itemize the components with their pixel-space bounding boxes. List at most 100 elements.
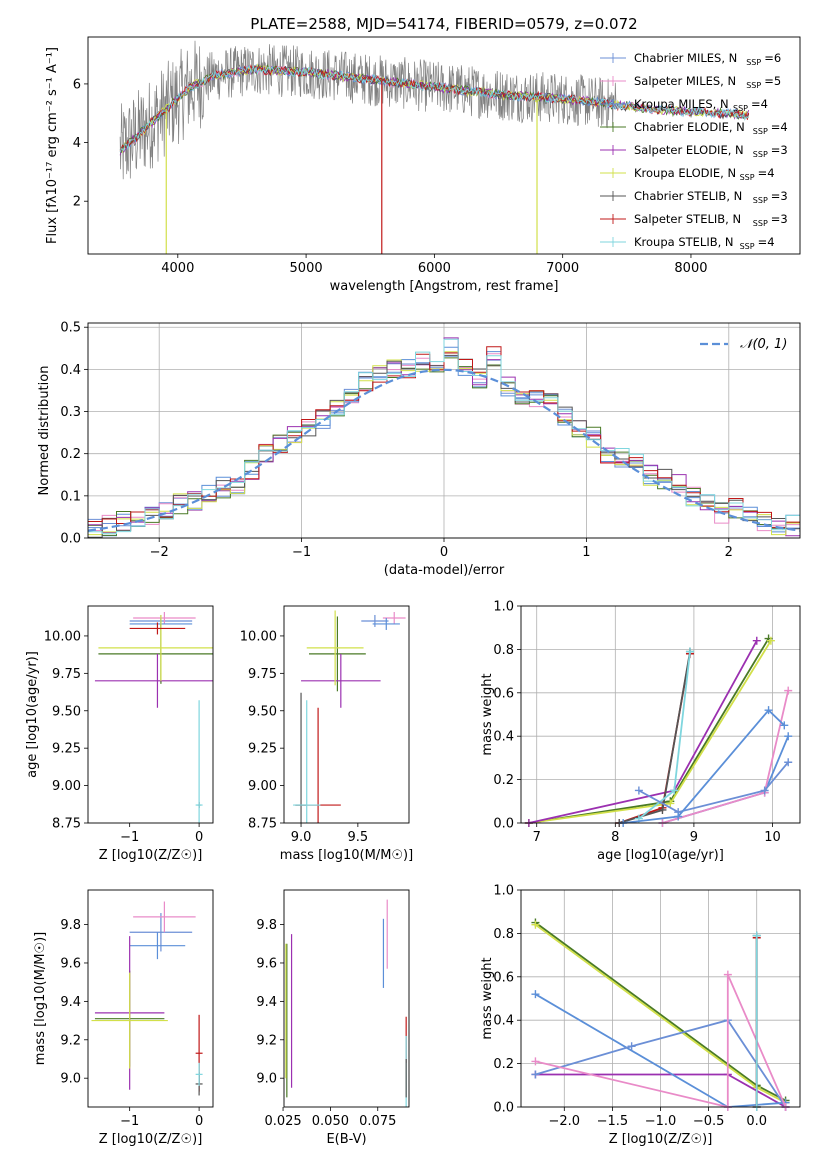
weight-marker <box>658 805 667 814</box>
y-tick-label: 9.0 <box>256 1072 277 1087</box>
x-tick-label: −2.0 <box>549 1114 581 1129</box>
weight-marker <box>764 706 773 715</box>
y-tick-label: 8.75 <box>248 817 277 832</box>
axes-frame <box>283 605 410 824</box>
normal-reference-curve <box>88 368 800 532</box>
x-tick-label: 6000 <box>418 261 451 276</box>
y-axis-label: mass [log10(M/M☉)] <box>33 932 48 1065</box>
y-tick-label: 8.75 <box>52 817 81 832</box>
y-tick-label: 0.2 <box>493 773 514 788</box>
x-axis-label: (data-model)/error <box>384 563 505 578</box>
x-tick-label: 7000 <box>546 261 579 276</box>
x-tick-label: −1 <box>292 545 311 560</box>
spectrum-panel: 4000 5000 6000 7000 8000 2 4 6 wavelength [Angst… <box>45 36 801 294</box>
axes-frame <box>283 889 410 1108</box>
axes-frame <box>520 889 801 1108</box>
y-tick-label: 0.4 <box>60 363 81 378</box>
y-tick-label: 9.00 <box>52 779 81 794</box>
z-vs-age-panel: −1 0 8.75 9.00 9.25 9.50 9.75 10.00 Z [log10(Z/Z… <box>25 605 214 863</box>
weight-marker <box>531 1057 540 1066</box>
y-tick-label: 9.6 <box>256 956 277 971</box>
y-tick-label: 9.6 <box>60 956 81 971</box>
y-tick-label: 0.4 <box>493 1014 514 1029</box>
y-tick-label: 0.3 <box>60 405 81 420</box>
x-tick-label: 0 <box>195 1114 203 1129</box>
weight-marker <box>784 732 793 741</box>
x-tick-label: −1.0 <box>645 1114 677 1129</box>
x-tick-label: −2 <box>150 545 169 560</box>
x-tick-label: 7 <box>533 830 541 845</box>
weight-marker <box>723 970 732 979</box>
legend-label: Kroupa MILES, N <box>634 97 729 111</box>
x-tick-label: 0.050 <box>312 1114 349 1129</box>
x-tick-label: 9 <box>690 830 698 845</box>
legend-subscript: SSP <box>746 58 761 67</box>
y-tick-label: 2 <box>73 195 81 210</box>
weight-marker <box>531 920 540 929</box>
y-axis-label: mass weight <box>480 957 495 1039</box>
y-tick-label: 9.2 <box>256 1033 277 1048</box>
axes-frame <box>87 322 801 539</box>
legend-label: Kroupa ELODIE, N <box>634 166 736 180</box>
x-tick-label: 9.0 <box>291 830 312 845</box>
observed-spectrum <box>119 40 617 180</box>
weight-marker <box>784 758 793 767</box>
weight-marker <box>766 636 775 645</box>
error-bars <box>94 611 213 823</box>
y-tick-label: 10.00 <box>44 629 81 644</box>
legend-subscript: SSP <box>733 104 748 113</box>
x-tick-label: 0.025 <box>264 1114 301 1129</box>
legend-label: 𝒩(0, 1) <box>740 337 787 352</box>
legend-subscript: SSP <box>746 81 761 90</box>
y-tick-label: 9.50 <box>248 704 277 719</box>
weight-marker <box>634 786 643 795</box>
weight-marker <box>674 812 683 821</box>
y-tick-label: 1.0 <box>493 884 514 899</box>
y-tick-label: 9.25 <box>52 742 81 757</box>
y-axis-label: Flux [fλ10⁻¹⁷ erg cm⁻² s⁻¹ A⁻¹] <box>45 47 60 244</box>
legend-label: Chabrier MILES, N <box>634 51 737 65</box>
legend-label: Chabrier ELODIE, N <box>634 120 745 134</box>
error-bars <box>285 899 407 1107</box>
x-tick-label: 8 <box>611 830 619 845</box>
weight-marker <box>752 931 761 940</box>
figure-title: PLATE=2588, MJD=54174, FIBERID=0579, z=0… <box>250 15 637 33</box>
y-tick-label: 0.2 <box>493 1057 514 1072</box>
y-axis-label: Normed distribution <box>37 366 52 496</box>
y-tick-label: 0.1 <box>60 489 81 504</box>
y-tick-label: 1.0 <box>493 600 514 615</box>
mass-vs-age-panel: 9.0 9.5 8.75 9.00 9.25 9.50 9.75 10.00 mass [log… <box>240 605 413 863</box>
histograms <box>88 337 800 538</box>
legend-label: Salpeter MILES, N <box>634 74 736 88</box>
x-tick-label: 8000 <box>674 261 707 276</box>
y-tick-label: 0.5 <box>60 321 81 336</box>
residuals-panel: −2 −1 0 1 2 0.0 0.1 0.2 0.3 0.4 0.5 (data-model)/er… <box>37 321 801 578</box>
legend-subscript: SSP <box>740 173 755 182</box>
y-tick-label: 0.0 <box>60 532 81 547</box>
error-bars <box>293 610 406 823</box>
x-axis-label: Z [log10(Z/Z☉)] <box>99 848 203 863</box>
z-vs-mass-panel: −1 0 9.0 9.2 9.4 9.6 9.8 Z [log10(Z/Z☉)] mass [l… <box>33 889 214 1147</box>
ebv-vs-mass-panel: 0.025 0.050 0.075 9.0 9.2 9.4 9.6 9.8 E(B-V) <box>256 889 410 1147</box>
weight-marker <box>670 786 679 795</box>
y-tick-label: 9.75 <box>248 667 277 682</box>
x-tick-label: 4000 <box>161 261 194 276</box>
legend-count: =4 <box>771 120 788 134</box>
legend-label: Kroupa STELIB, N <box>634 235 734 249</box>
weight-marker <box>784 686 793 695</box>
x-tick-label: 0 <box>195 830 203 845</box>
x-tick-label: 10 <box>764 830 781 845</box>
y-axis-label: mass weight <box>480 673 495 755</box>
x-tick-label: −1 <box>120 1114 139 1129</box>
x-tick-label: 0 <box>440 545 448 560</box>
y-tick-label: 0.2 <box>60 447 81 462</box>
y-tick-label: 9.25 <box>248 742 277 757</box>
x-tick-label: 5000 <box>290 261 323 276</box>
weight-marker <box>531 1070 540 1079</box>
weight-line <box>638 761 789 814</box>
legend-count: =5 <box>764 74 781 88</box>
y-tick-label: 9.4 <box>256 995 277 1010</box>
histogram-step <box>88 338 800 535</box>
legend-count: =4 <box>758 235 775 249</box>
